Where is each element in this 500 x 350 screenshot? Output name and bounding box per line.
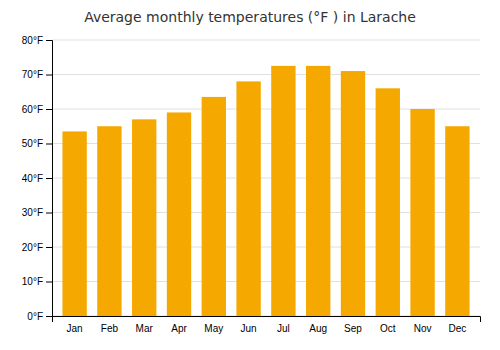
bar: [271, 66, 295, 316]
x-tick-label: Jun: [241, 323, 257, 334]
bars: [62, 66, 469, 316]
y-tick-mark: [46, 109, 52, 110]
x-tick-label: Jul: [277, 323, 290, 334]
y-tick: 40°F: [22, 173, 52, 184]
y-tick-mark: [46, 282, 52, 283]
bar: [445, 126, 469, 316]
y-axis: 0°F 10°F 20°F 30°F 40°F 50°F 60°F 70°F 80°F: [22, 35, 53, 322]
y-tick-label: 20°F: [22, 242, 43, 253]
x-tick: Feb: [101, 323, 119, 334]
x-tick: Jan: [67, 323, 83, 334]
y-tick: 70°F: [22, 69, 52, 80]
bar: [236, 81, 260, 316]
y-axis-line: [46, 41, 53, 317]
y-tick-label: 40°F: [22, 173, 43, 184]
x-tick: Apr: [171, 323, 187, 334]
x-tick-label: Jan: [67, 323, 83, 334]
x-tick: Jun: [241, 323, 257, 334]
bar: [97, 126, 121, 316]
bar: [132, 119, 156, 316]
y-tick-label: 30°F: [22, 207, 43, 218]
x-tick-label: Oct: [380, 323, 396, 334]
x-tick-label: Dec: [448, 323, 466, 334]
grid-line: [52, 40, 480, 41]
bar: [306, 66, 330, 316]
x-tick-label: Mar: [136, 323, 154, 334]
y-tick-mark: [46, 75, 52, 76]
x-axis-line: [53, 317, 481, 323]
y-tick-mark: [46, 316, 52, 317]
y-tick-mark: [46, 178, 52, 179]
x-tick-label: Sep: [344, 323, 362, 334]
bar: [167, 112, 191, 316]
chart: 0°F 10°F 20°F 30°F 40°F 50°F 60°F 70°F 80°F Jan Fe…: [0, 0, 500, 350]
y-tick: 50°F: [22, 138, 52, 149]
bar: [62, 131, 86, 316]
y-tick: 10°F: [22, 276, 52, 287]
bar: [376, 88, 400, 316]
title: Average monthly temperatures (°F ) in La…: [84, 9, 416, 25]
bar: [410, 109, 434, 316]
y-tick: 20°F: [22, 242, 52, 253]
y-tick-label: 70°F: [22, 69, 43, 80]
bar: [202, 97, 226, 316]
x-tick: Sep: [344, 323, 362, 334]
y-tick: 80°F: [22, 35, 52, 46]
y-tick: 0°F: [27, 311, 52, 322]
y-tick-mark: [46, 144, 52, 145]
y-tick-mark: [46, 40, 52, 41]
x-tick-label: Feb: [101, 323, 119, 334]
x-tick: Mar: [136, 323, 154, 334]
y-tick-label: 50°F: [22, 138, 43, 149]
x-tick: May: [204, 323, 223, 334]
x-tick: Oct: [380, 323, 396, 334]
x-tick: Nov: [414, 323, 432, 334]
y-tick-mark: [46, 247, 52, 248]
y-tick: 60°F: [22, 104, 52, 115]
x-tick-label: Apr: [171, 323, 187, 334]
x-tick-label: May: [204, 323, 223, 334]
bar: [341, 71, 365, 316]
grid-line: [52, 74, 480, 75]
y-tick-label: 10°F: [22, 276, 43, 287]
y-tick-label: 60°F: [22, 104, 43, 115]
x-axis: Jan Feb Mar Apr May Jun Jul Aug Sep Oct Nov Dec: [53, 317, 481, 335]
y-tick-label: 0°F: [27, 311, 43, 322]
y-tick-label: 80°F: [22, 35, 43, 46]
x-tick: Dec: [448, 323, 466, 334]
x-tick: Aug: [309, 323, 327, 334]
x-tick: Jul: [277, 323, 290, 334]
plot: 0°F 10°F 20°F 30°F 40°F 50°F 60°F 70°F 80°F Jan Fe…: [22, 35, 481, 334]
x-tick-label: Aug: [309, 323, 327, 334]
y-tick: 30°F: [22, 207, 52, 218]
x-tick-label: Nov: [414, 323, 432, 334]
y-tick-mark: [46, 213, 52, 214]
grid: [52, 40, 480, 316]
